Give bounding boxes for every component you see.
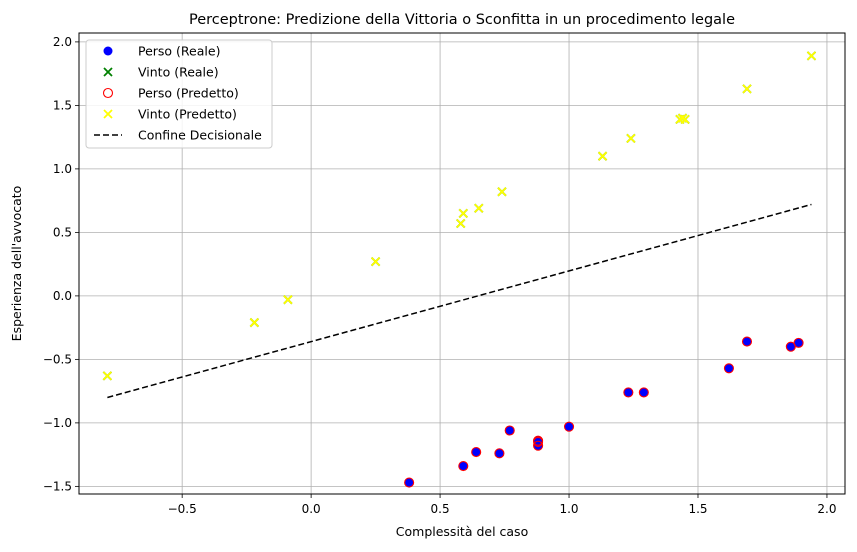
point-perso-predetto (623, 387, 634, 398)
point-vinto-predetto (742, 84, 752, 94)
point-vinto-predetto (597, 151, 608, 161)
point-perso-reale (404, 478, 414, 488)
y-tick-label: 1.0 (53, 162, 72, 176)
point-perso-reale (458, 461, 468, 471)
point-perso-reale (494, 448, 504, 458)
point-vinto-predetto (626, 133, 636, 144)
point-vinto-predetto (680, 114, 690, 124)
point-perso-reale (786, 342, 796, 352)
point-perso-predetto (404, 477, 415, 488)
point-perso-predetto (504, 425, 515, 436)
legend-box (85, 39, 273, 149)
point-vinto-predetto (249, 317, 260, 328)
point-vinto-predetto (370, 256, 381, 267)
point-perso-predetto (638, 387, 649, 398)
decision-boundary-line (107, 203, 812, 399)
legend-label: Perso (Predetto) (138, 86, 239, 101)
point-perso-reale (564, 422, 574, 432)
point-vinto-predetto (456, 218, 466, 229)
x-tick-label: 0.5 (431, 502, 450, 516)
legend-label: Vinto (Reale) (138, 65, 219, 80)
x-axis: −0.5 0.0 0.5 1.0 1.5 2.0 (168, 494, 836, 516)
y-tick-label: 0.5 (53, 225, 72, 239)
legend: Perso (Reale) Vinto (Reale) Perso (Predett… (85, 39, 273, 149)
point-perso-reale (742, 337, 752, 347)
point-perso-reale (724, 363, 734, 373)
point-perso-reale (471, 447, 481, 457)
grid (79, 33, 845, 494)
point-perso-predetto (793, 337, 804, 348)
point-perso-predetto (723, 363, 734, 374)
point-perso-predetto (741, 336, 753, 347)
x-tick-label: −0.5 (168, 502, 197, 516)
point-perso-predetto (533, 440, 544, 451)
chart-title: Perceptrone: Predizione della Vittoria o… (189, 12, 735, 28)
x-tick-label: 1.0 (559, 502, 578, 516)
x-axis-label: Complessità del caso (396, 524, 528, 539)
point-perso-predetto (563, 421, 575, 432)
legend-marker-vinto-reale (103, 67, 113, 77)
plot-frame (78, 32, 846, 495)
y-tick-label: −1.5 (43, 479, 72, 493)
point-vinto-predetto (458, 208, 468, 218)
point-vinto-predetto (474, 203, 484, 213)
point-vinto-predetto (806, 51, 817, 61)
point-perso-reale (639, 387, 649, 397)
x-tick-label: 0.0 (302, 502, 321, 516)
y-axis: −1.5 −1.0 −0.5 0.0 0.5 1.0 1.5 2.0 (43, 35, 79, 493)
x-tick-label: 1.5 (688, 502, 707, 516)
decision-boundary-layer (107, 203, 812, 399)
point-perso-reale (623, 387, 633, 397)
legend-marker-perso-predetto (102, 87, 114, 99)
y-tick-label: −0.5 (43, 352, 72, 366)
y-tick-label: 2.0 (53, 35, 72, 49)
legend-marker-vinto-predetto (103, 109, 113, 119)
point-perso-reale (794, 338, 804, 348)
point-vinto-predetto (677, 113, 688, 123)
legend-label: Perso (Reale) (138, 44, 220, 59)
x-tick-label: 2.0 (817, 502, 836, 516)
point-perso-reale (533, 441, 543, 451)
point-perso-predetto (494, 448, 505, 459)
legend-marker-perso-reale (103, 46, 113, 56)
point-perso-reale (505, 426, 515, 436)
y-tick-label: 1.5 (53, 98, 72, 112)
point-vinto-predetto (283, 295, 293, 305)
point-perso-predetto (471, 447, 482, 458)
legend-label: Confine Decisionale (138, 128, 262, 143)
points-layer (102, 51, 817, 488)
y-tick-label: −1.0 (43, 416, 72, 430)
point-vinto-predetto (497, 187, 507, 197)
point-perso-predetto (533, 436, 544, 447)
point-perso-predetto (458, 461, 469, 472)
y-tick-label: 0.0 (53, 289, 72, 303)
point-vinto-predetto (102, 371, 113, 381)
legend-label: Vinto (Predetto) (138, 107, 237, 122)
y-axis-label: Esperienza dell'avvocato (9, 186, 24, 342)
